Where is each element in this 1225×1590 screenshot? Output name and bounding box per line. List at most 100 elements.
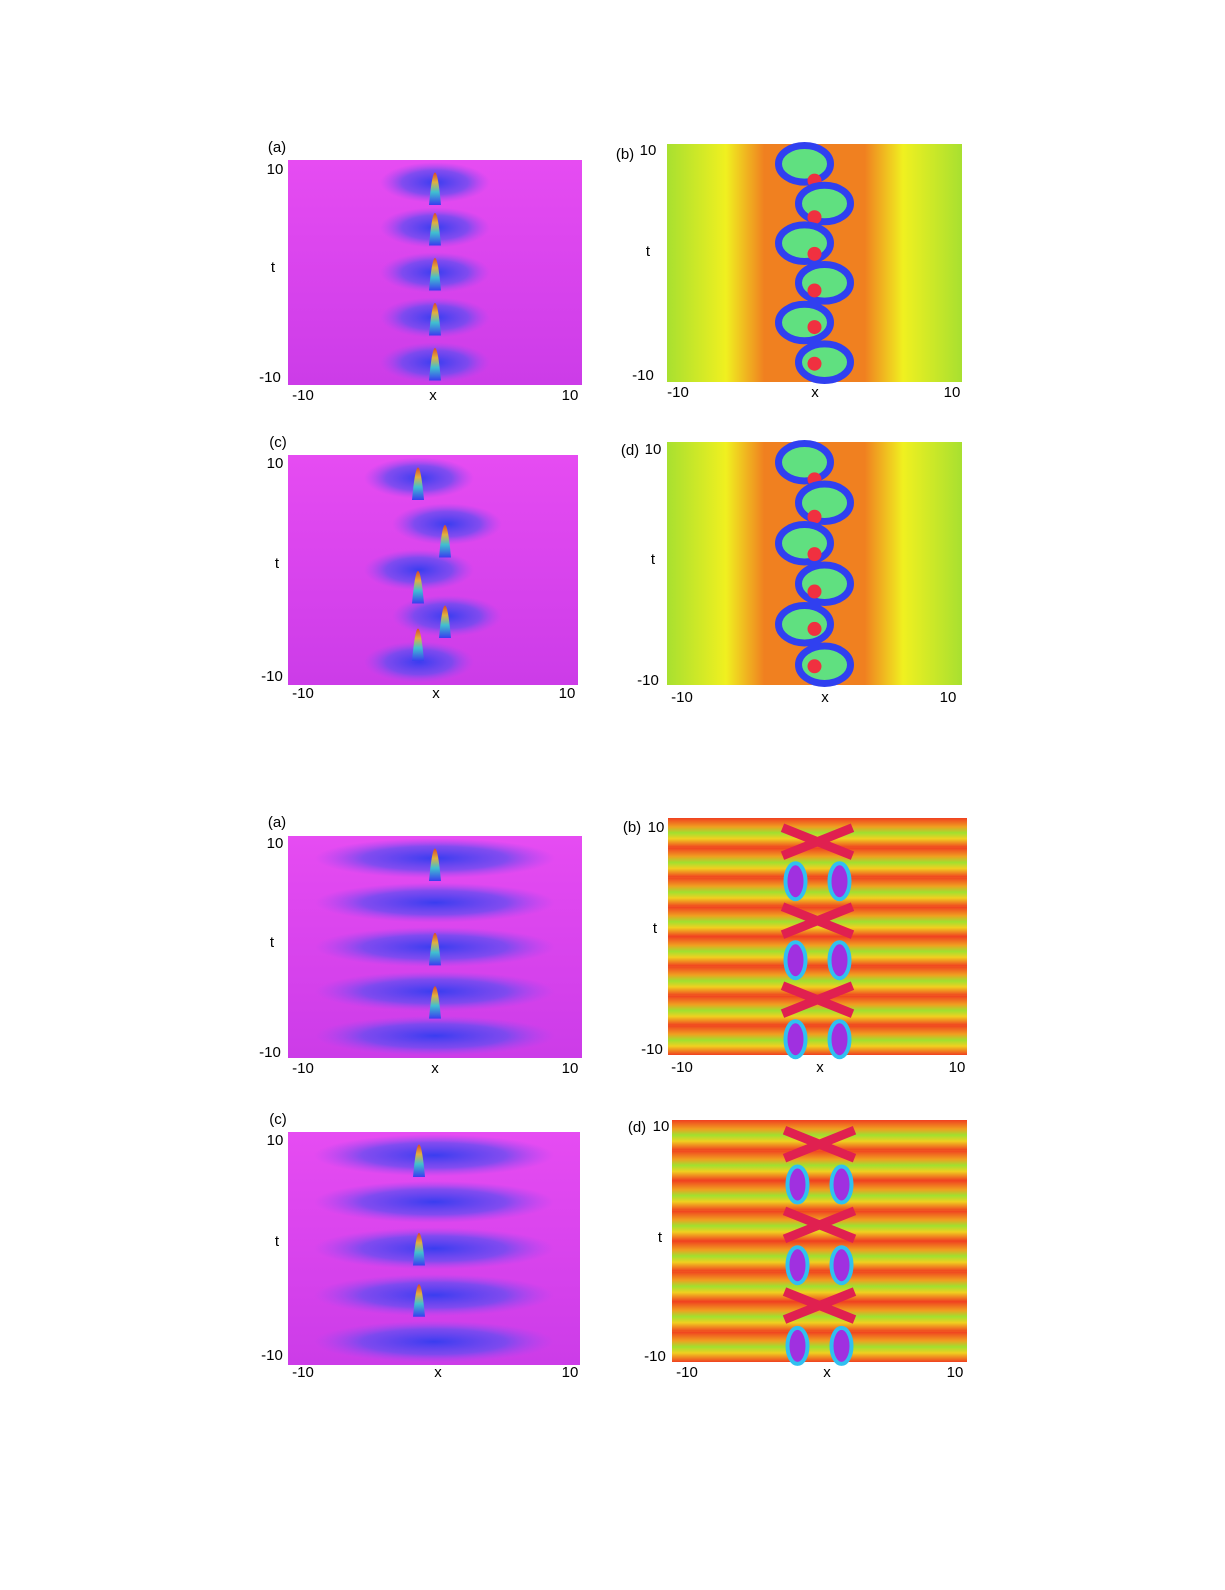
surface-ridge xyxy=(314,1134,554,1177)
panel-label: (b) xyxy=(616,146,634,163)
y-tick-label: 10 xyxy=(267,161,284,178)
y-tick-label: -10 xyxy=(261,1347,283,1364)
surface-peak xyxy=(412,571,424,604)
density-core xyxy=(807,320,822,335)
y-axis-label: t xyxy=(275,1233,280,1250)
density-loop xyxy=(775,300,834,345)
panel-label: (a) xyxy=(268,139,286,156)
density-core xyxy=(807,659,822,674)
y-axis-label: t xyxy=(658,1229,663,1246)
density-cross xyxy=(780,981,855,1018)
density-pair xyxy=(785,1245,810,1286)
x-tick-label: 10 xyxy=(562,387,579,404)
surface-ridge xyxy=(315,1015,555,1056)
y-axis-label: t xyxy=(270,934,275,951)
y-tick-label: 10 xyxy=(267,1132,284,1149)
x-tick-label: 10 xyxy=(562,1364,579,1381)
y-tick-label: 10 xyxy=(267,455,284,472)
x-axis-label: x xyxy=(811,384,819,401)
x-tick-label: 10 xyxy=(559,685,576,702)
density-pair xyxy=(783,940,808,981)
density-stripe xyxy=(672,1331,967,1362)
surface-ridge xyxy=(364,549,474,591)
x-tick-label: 10 xyxy=(947,1364,964,1381)
y-tick-label: 10 xyxy=(648,819,665,836)
density-pair xyxy=(829,1164,854,1205)
density-loop xyxy=(795,561,854,606)
y-tick-label: -10 xyxy=(641,1041,663,1058)
density-core xyxy=(807,547,822,562)
density-loop xyxy=(775,221,834,265)
surface-peak xyxy=(429,213,441,246)
x-tick-label: -10 xyxy=(292,1364,314,1381)
density-pair xyxy=(829,1245,854,1286)
x-tick-label: 10 xyxy=(949,1059,966,1076)
density-pair xyxy=(785,1325,810,1366)
panel-label: (a) xyxy=(268,814,286,831)
panel-label: (d) xyxy=(621,442,639,459)
density-pair xyxy=(783,861,808,902)
density-core xyxy=(807,509,822,524)
density-loop xyxy=(775,440,834,485)
y-tick-label: -10 xyxy=(632,367,654,384)
density-cross xyxy=(782,1126,857,1163)
density-loop xyxy=(795,480,854,525)
density-stripe xyxy=(668,966,967,996)
y-tick-label: 10 xyxy=(645,441,662,458)
x-tick-label: -10 xyxy=(292,387,314,404)
surface-ridge xyxy=(314,1180,554,1223)
density-cross xyxy=(782,1287,857,1324)
surface-peak xyxy=(429,172,441,205)
x-tick-label: -10 xyxy=(676,1364,698,1381)
y-tick-label: -10 xyxy=(261,668,283,685)
y-axis-label: t xyxy=(646,243,651,260)
density-core xyxy=(807,210,822,225)
surface-peak xyxy=(413,1144,425,1177)
density-core xyxy=(807,283,822,298)
density-pair xyxy=(829,1325,854,1366)
x-tick-label: 10 xyxy=(940,689,957,706)
x-tick-label: -10 xyxy=(671,689,693,706)
surface-peak xyxy=(429,932,441,966)
density-loop xyxy=(795,261,854,305)
density-core xyxy=(807,356,822,371)
y-tick-label: -10 xyxy=(644,1348,666,1365)
surface-peak xyxy=(439,605,451,638)
x-tick-label: 10 xyxy=(562,1060,579,1077)
density-loop xyxy=(795,340,854,384)
surface-ridge xyxy=(314,1274,554,1317)
x-axis-label: x xyxy=(429,387,437,404)
density-core xyxy=(807,584,822,599)
panel-label: (c) xyxy=(269,434,287,451)
x-tick-label: 10 xyxy=(944,384,961,401)
surface-peak xyxy=(413,1233,425,1266)
surface-ridge xyxy=(314,1320,554,1363)
surface-peak xyxy=(429,348,441,381)
density-pair xyxy=(783,1019,808,1060)
density-pair xyxy=(785,1164,810,1205)
density-pair xyxy=(827,940,852,981)
y-axis-label: t xyxy=(653,920,658,937)
density-stripe xyxy=(672,1241,967,1272)
x-axis-label: x xyxy=(431,1060,439,1077)
density-loop xyxy=(775,142,834,186)
surface-ridge xyxy=(392,503,502,545)
x-tick-label: -10 xyxy=(667,384,689,401)
x-axis-label: x xyxy=(823,1364,831,1381)
density-pair xyxy=(827,1019,852,1060)
density-cross xyxy=(780,823,855,860)
surface-ridge xyxy=(314,1227,554,1270)
x-tick-label: -10 xyxy=(292,685,314,702)
x-axis-label: x xyxy=(432,685,440,702)
y-axis-label: t xyxy=(651,551,656,568)
density-loop xyxy=(795,642,854,687)
surface-ridge xyxy=(315,882,555,923)
y-tick-label: -10 xyxy=(637,672,659,689)
density-core xyxy=(807,621,822,636)
density-cross xyxy=(780,902,855,939)
x-tick-label: -10 xyxy=(671,1059,693,1076)
x-axis-label: x xyxy=(434,1364,442,1381)
panel-label: (c) xyxy=(269,1111,287,1128)
surface-ridge xyxy=(364,641,474,683)
